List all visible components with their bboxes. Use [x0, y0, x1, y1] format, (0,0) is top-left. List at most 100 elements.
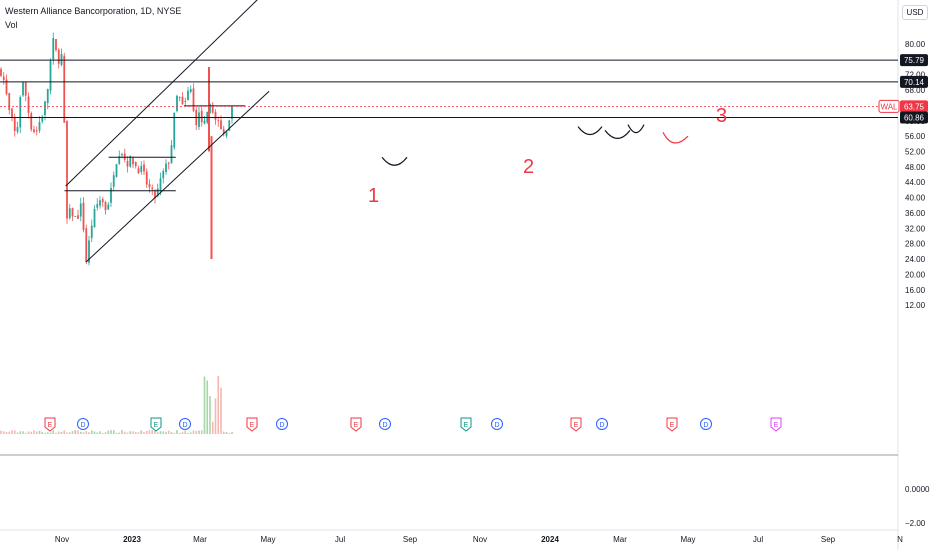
volume-bars: [0, 375, 233, 434]
candle-body: [38, 121, 41, 131]
price-tick-label: 12.00: [905, 301, 926, 310]
annotation-number: 3: [716, 105, 727, 127]
marker-letter: E: [250, 422, 255, 429]
volume-bar: [231, 432, 233, 434]
time-tick-label: 2024: [541, 535, 559, 544]
marker-shape: [44, 417, 56, 432]
candle-body: [88, 240, 90, 263]
volume-bar: [60, 431, 63, 434]
marker-shape: [150, 417, 162, 432]
volume-bar: [5, 431, 8, 434]
time-tick-label: Mar: [613, 535, 627, 544]
volume-bar: [140, 430, 143, 434]
candle-body: [181, 96, 184, 105]
earnings-marker: E: [150, 417, 162, 432]
volume-bar: [44, 432, 46, 434]
volume-bar: [162, 431, 165, 434]
marker-shape: [179, 418, 191, 430]
volume-bar: [55, 432, 57, 434]
time-tick-label: May: [260, 535, 275, 544]
marker-shape: [700, 418, 712, 430]
time-tick-label: N: [897, 535, 903, 544]
candle-body: [222, 129, 225, 135]
tag-label: WAL: [880, 102, 898, 111]
candle-body: [33, 129, 35, 133]
grid: [0, 0, 899, 550]
drawings: 1 2 3: [0, 0, 898, 263]
volume-bar: [101, 432, 104, 434]
marker-letter: E: [774, 422, 779, 429]
candle-body: [189, 89, 192, 92]
candle-body: [77, 215, 79, 219]
price-tick-label: 24.00: [905, 255, 926, 264]
tag-background: [900, 111, 928, 124]
candle-body: [96, 204, 99, 208]
candle-body: [55, 39, 57, 51]
volume-tick-label: 0.0000: [905, 485, 930, 494]
candles: [0, 32, 233, 266]
marker-shape: [460, 417, 472, 432]
price-tick-label: 44.00: [905, 178, 926, 187]
dividend-marker: D: [77, 418, 89, 430]
volume-bar: [137, 432, 140, 434]
candle-body: [71, 207, 74, 217]
volume-bar: [200, 430, 203, 434]
marker-letter: E: [154, 422, 159, 429]
volume-bar: [33, 430, 35, 434]
candle-body: [132, 158, 134, 165]
price-tick-label: 52.00: [905, 148, 926, 157]
volume-bar: [71, 430, 74, 434]
time-tick-label: Nov: [55, 535, 69, 544]
candle-body: [228, 120, 231, 131]
volume-tick-label: −2.00: [905, 519, 926, 528]
time-tick-label: Jul: [753, 535, 763, 544]
tag-background: [900, 54, 928, 67]
price-tick-label: 68.00: [905, 86, 926, 95]
marker-shape: [596, 418, 608, 430]
candle-body: [225, 131, 228, 137]
volume-bar: [63, 430, 66, 434]
volume-bar: [82, 432, 85, 434]
volume-legend-label: Vol: [5, 20, 18, 30]
marker-letter: D: [80, 422, 85, 429]
volume-bar: [115, 432, 118, 434]
price-tick-label: 40.00: [905, 194, 926, 203]
candle-body: [192, 88, 195, 111]
volume-bar: [173, 432, 176, 434]
tag-label: 63.75: [904, 102, 925, 111]
currency-button[interactable]: USD: [902, 5, 928, 20]
marker-letter: E: [670, 422, 675, 429]
dividend-marker: D: [700, 418, 712, 430]
candle-body: [198, 112, 200, 127]
candle-body: [129, 156, 132, 167]
volume-bar: [206, 380, 209, 434]
candle-body: [110, 188, 112, 203]
volume-bar: [228, 432, 231, 434]
volume-bar: [88, 432, 90, 434]
marker-shape: [246, 417, 258, 432]
price-tick-label: 48.00: [905, 163, 926, 172]
volume-bar: [27, 431, 30, 434]
volume-bar: [145, 430, 148, 434]
volume-bar: [187, 432, 189, 434]
volume-bar: [11, 430, 13, 434]
candle-body: [187, 90, 189, 100]
volume-bar: [24, 432, 27, 434]
volume-bar: [129, 431, 132, 434]
volume-bar: [123, 431, 126, 434]
volume-bar: [77, 430, 79, 434]
earnings-marker: E: [570, 417, 582, 432]
price-tick-label: 16.00: [905, 286, 926, 295]
time-tick-label: Sep: [403, 535, 418, 544]
candle-body: [79, 203, 82, 217]
tag-background: [900, 75, 928, 88]
candle-body: [137, 168, 140, 174]
volume-bar: [104, 432, 107, 434]
volume-bar: [96, 432, 99, 434]
candle-body: [154, 191, 156, 199]
marker-shape: [350, 417, 362, 432]
volume-bar: [203, 376, 206, 434]
marker-letter: D: [599, 422, 604, 429]
